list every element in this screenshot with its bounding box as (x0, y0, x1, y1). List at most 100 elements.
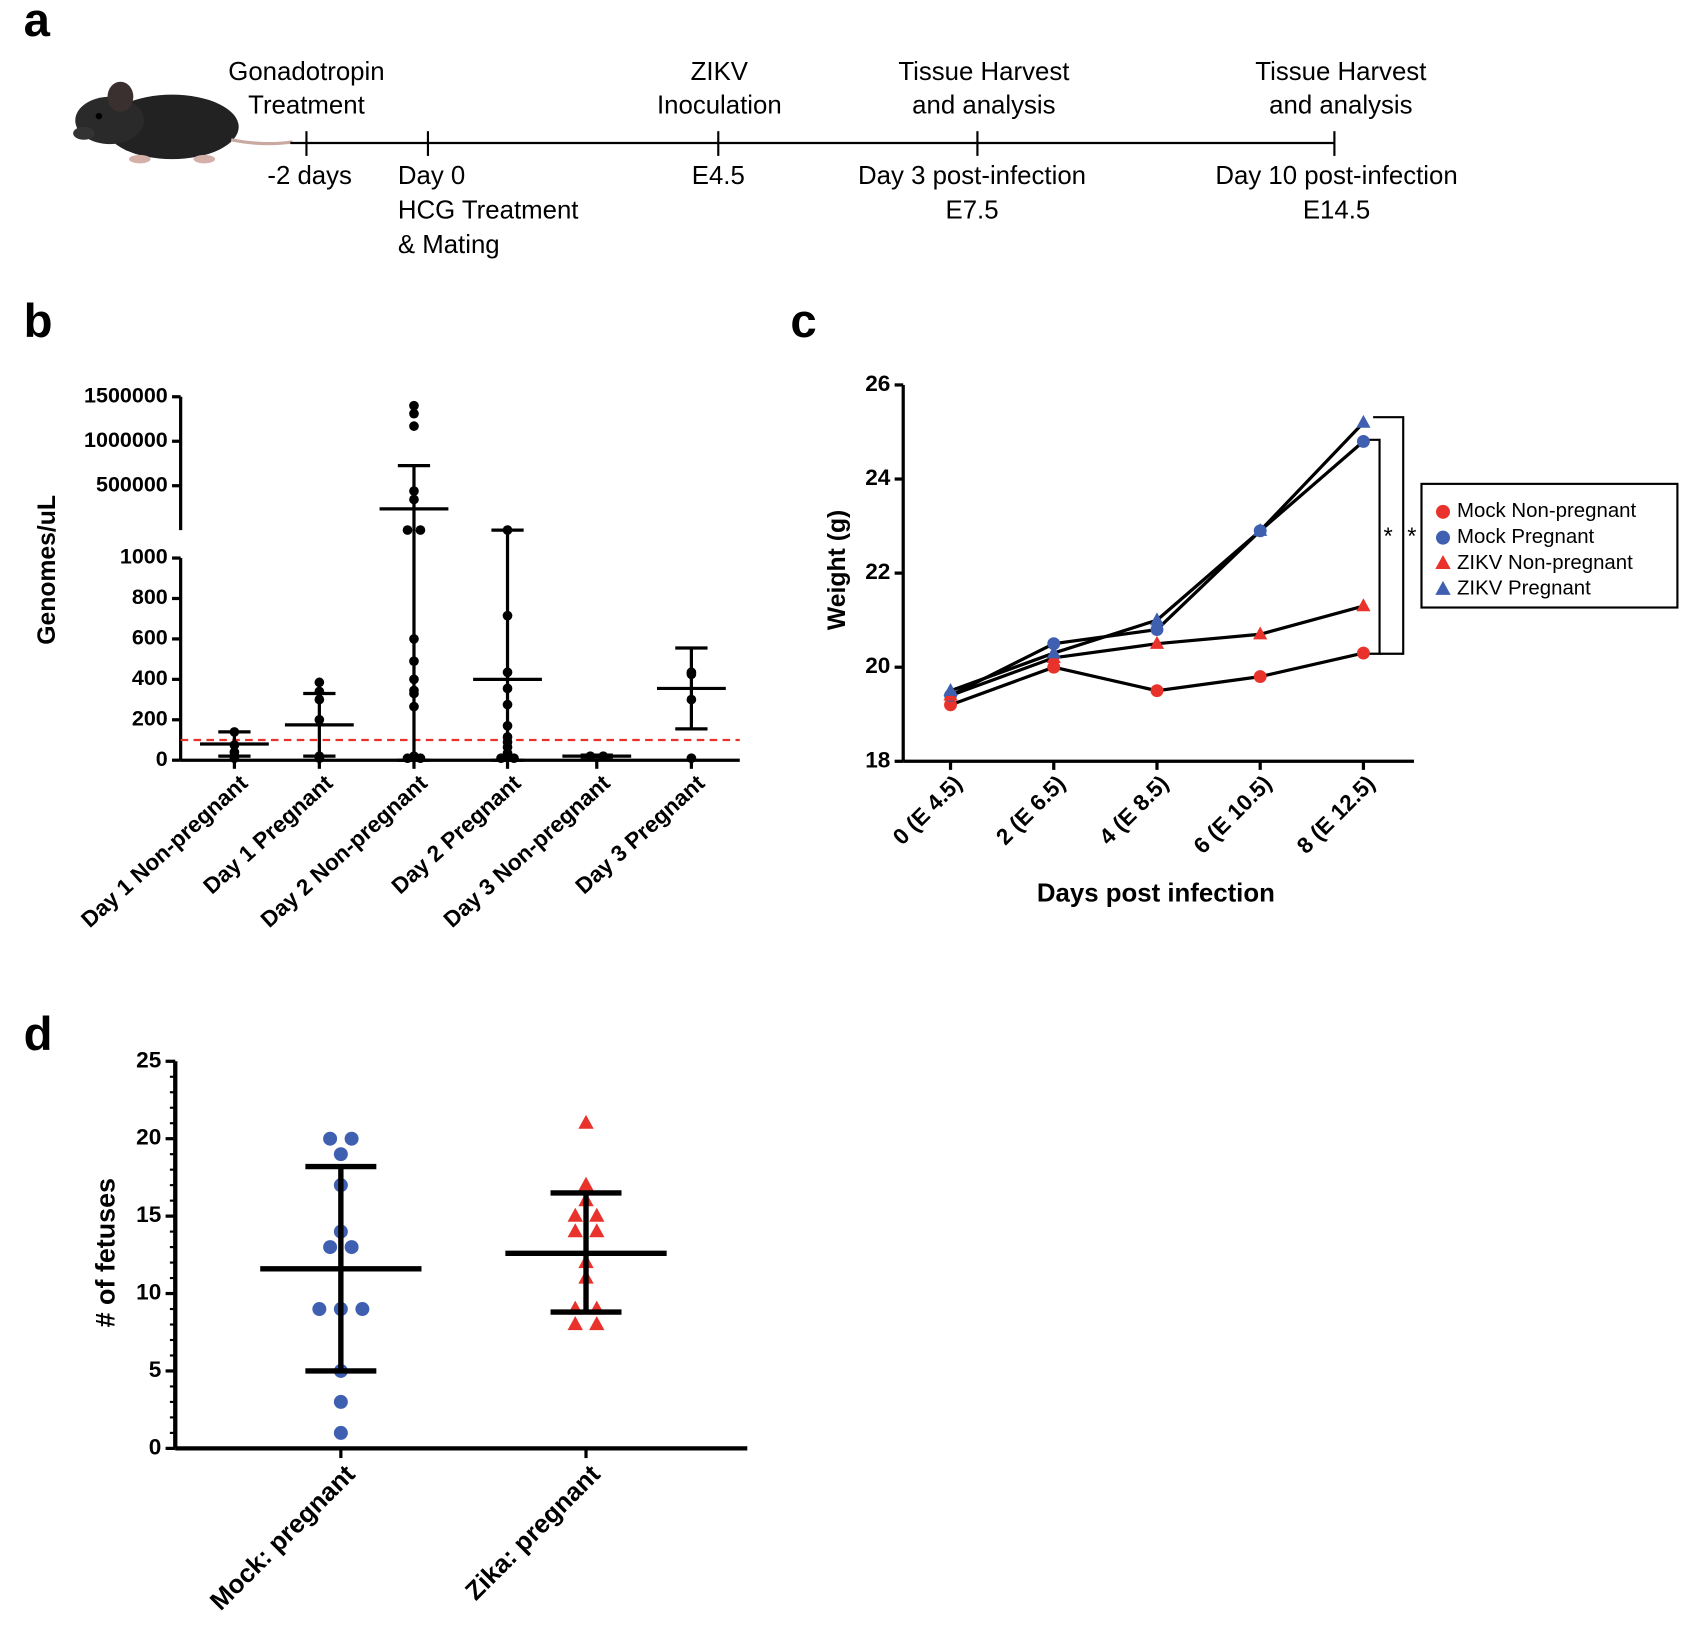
data-point (344, 1240, 359, 1255)
data-point (415, 525, 426, 535)
panel-label: b (24, 295, 53, 348)
data-point (1150, 623, 1164, 637)
significance-star: * (1407, 524, 1416, 550)
y-tick-label: 800 (132, 585, 168, 609)
y-tick-label: 5 (149, 1357, 162, 1382)
legend-marker (1436, 504, 1450, 519)
y-tick-label: 600 (132, 626, 168, 650)
legend-label: Mock Non-pregnant (1457, 500, 1637, 522)
timeline-event: Gonadotropin (228, 58, 384, 86)
y-axis-label: Genomes/uL (34, 495, 61, 645)
x-tick-label: Day 3 Non-pregnant (439, 770, 616, 932)
timeline-event: Inoculation (657, 91, 782, 119)
data-point (1356, 646, 1370, 660)
data-point (1253, 523, 1268, 536)
data-point (1149, 612, 1165, 626)
data-point (1149, 635, 1165, 649)
y-tick-label: 400 (132, 666, 168, 690)
x-tick-label: Day 2 Non-pregnant (256, 770, 433, 932)
timeline-time: Day 3 post-infection (858, 162, 1086, 190)
data-point (409, 400, 419, 411)
y-axis-label: # of fetuses (91, 1178, 121, 1327)
timeline-time: E4.5 (692, 162, 745, 190)
y-tick-label: 22 (865, 559, 890, 584)
figure-body: a b c d Gonadotropin Treatment -2 days Day 0 HCG… (24, 0, 1679, 1616)
x-tick-label: 4 (E 8.5) (1094, 771, 1173, 850)
data-point (323, 1240, 338, 1255)
data-point (1047, 637, 1061, 651)
timeline-time: E14.5 (1303, 197, 1370, 225)
x-tick-label: 8 (E 12.5) (1292, 771, 1380, 859)
legend-label: Mock Pregnant (1457, 526, 1595, 548)
data-point (402, 525, 413, 535)
timeline-event: and analysis (912, 91, 1055, 119)
data-point (567, 1223, 583, 1238)
y-tick-label: 26 (865, 371, 890, 396)
legend-box (1420, 482, 1679, 609)
y-tick-label: 24 (865, 465, 891, 490)
timeline-event: Tissue Harvest (898, 58, 1069, 86)
panel-label: d (24, 1008, 53, 1061)
y-tick-label: 10 (136, 1280, 161, 1305)
y-tick-label: 20 (136, 1125, 161, 1150)
data-point (1253, 626, 1268, 640)
timeline-event: Treatment (248, 91, 365, 119)
timeline-time: E7.5 (945, 197, 998, 225)
timeline-time: -2 days (267, 162, 352, 190)
data-point (355, 1302, 370, 1317)
legend-marker (1436, 530, 1450, 545)
significance-star: * (1384, 524, 1393, 550)
data-point (943, 682, 958, 696)
data-point (1356, 414, 1371, 428)
significance-brackets (1368, 416, 1405, 655)
timeline-time: & Mating (398, 231, 500, 259)
data-point (323, 1131, 338, 1146)
x-tick-label: Mock: pregnant (205, 1460, 361, 1616)
series-line (949, 421, 1365, 693)
timeline-event: ZIKV (691, 58, 749, 86)
x-tick-label: 6 (E 10.5) (1189, 771, 1277, 859)
y-tick-label: 1000 (120, 545, 168, 569)
legend-label: ZIKV Pregnant (1457, 578, 1591, 600)
mouse-icon (73, 81, 293, 164)
x-axis-label: Days post infection (1037, 879, 1275, 907)
data-point (578, 1176, 594, 1191)
legend-marker (1435, 580, 1451, 595)
y-tick-label: 1000000 (84, 428, 168, 452)
x-tick-label: 2 (E 6.5) (991, 771, 1070, 850)
timeline-event: Tissue Harvest (1255, 58, 1426, 86)
data-point (1047, 660, 1061, 674)
data-point (344, 1131, 359, 1146)
data-point (333, 1394, 348, 1409)
data-point (686, 753, 697, 764)
y-tick-label: 25 (136, 1047, 161, 1072)
data-point (578, 1114, 594, 1129)
timeline-time: Day 10 post-infection (1215, 162, 1457, 190)
data-point (333, 1425, 348, 1440)
data-point (1150, 684, 1164, 698)
y-tick-label: 0 (156, 747, 168, 771)
data-point (314, 677, 325, 688)
data-point (409, 421, 419, 431)
y-tick-label: 20 (865, 653, 890, 678)
data-point (1356, 434, 1370, 448)
data-point (589, 1316, 605, 1331)
y-tick-label: 18 (865, 747, 890, 772)
y-tick-label: 1500000 (84, 383, 168, 407)
y-tick-label: 500000 (96, 472, 168, 496)
x-tick-label: Zika: pregnant (460, 1460, 606, 1606)
data-point (589, 1207, 605, 1222)
data-point (567, 1207, 583, 1222)
timeline-time: Day 0 (398, 162, 465, 190)
y-axis-label: Weight (g) (824, 510, 851, 630)
y-tick-label: 0 (149, 1434, 162, 1459)
data-point (567, 1316, 583, 1331)
data-point (1046, 645, 1061, 659)
legend-label: ZIKV Non-pregnant (1457, 552, 1633, 574)
y-tick-label: 200 (132, 706, 168, 730)
data-point (1253, 670, 1267, 684)
data-point (409, 408, 419, 419)
data-point (589, 1223, 605, 1238)
data-point (333, 1147, 348, 1162)
